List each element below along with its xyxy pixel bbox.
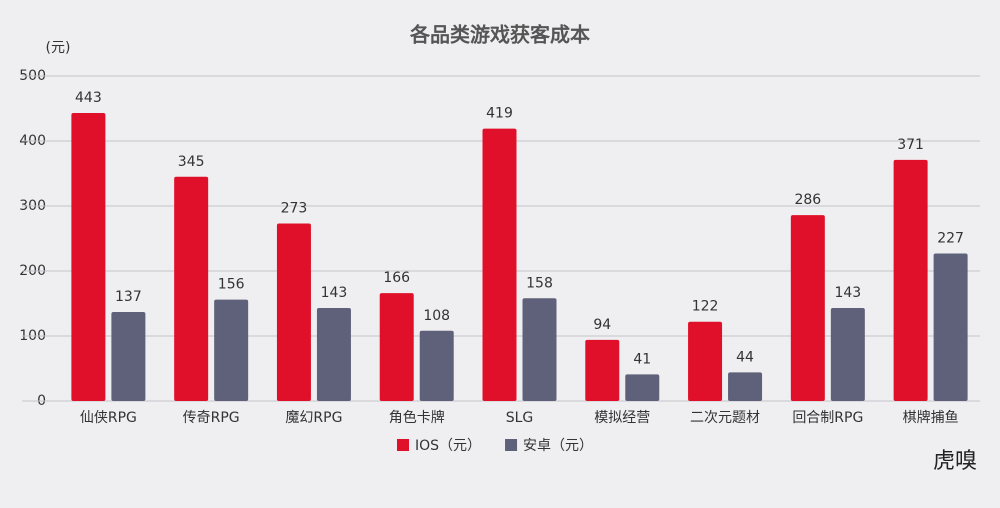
bar: [316, 308, 351, 401]
bar: [71, 113, 106, 402]
data-label: 166: [383, 270, 410, 286]
y-unit-label: (元): [46, 40, 71, 56]
bar: [522, 298, 557, 401]
data-label: 371: [897, 137, 924, 153]
data-label: 44: [736, 349, 754, 365]
x-tick-label: 传奇RPG: [183, 409, 240, 426]
data-label: 345: [178, 154, 205, 170]
data-label: 122: [692, 299, 719, 315]
bar: [419, 330, 454, 401]
chart-title: 各品类游戏获客成本: [409, 23, 590, 47]
bar: [214, 299, 249, 401]
data-label: 143: [834, 285, 861, 301]
x-tick-label: SLG: [506, 410, 534, 426]
data-label: 94: [593, 317, 611, 333]
bar: [830, 308, 865, 401]
data-label: 227: [937, 230, 964, 246]
bar: [933, 253, 968, 401]
legend-swatch: [505, 439, 518, 451]
watermark: 虎嗅: [933, 449, 977, 474]
bar: [379, 293, 414, 401]
x-tick-label: 模拟经营: [594, 410, 650, 426]
data-label: 108: [423, 308, 450, 324]
data-label: 137: [115, 289, 142, 305]
x-tick-label: 仙侠RPG: [80, 410, 137, 426]
legend-label: 安卓（元）: [523, 438, 593, 454]
x-tick-label: 角色卡牌: [389, 409, 445, 426]
bar: [585, 339, 620, 401]
x-tick-label: 回合制RPG: [792, 410, 863, 426]
data-label: 158: [526, 275, 553, 291]
legend-label: IOS（元）: [415, 438, 481, 454]
bar: [276, 223, 311, 401]
data-label: 443: [75, 90, 102, 106]
x-tick-label: 魔幻RPG: [285, 410, 342, 426]
legend-swatch: [397, 439, 409, 451]
x-tick-label: 棋牌捕鱼: [903, 409, 959, 426]
bar: [728, 372, 763, 401]
bar: [893, 159, 928, 401]
data-label: 419: [486, 106, 513, 122]
x-tick-label: 二次元题材: [690, 410, 760, 426]
bar: [174, 176, 209, 401]
data-label: 273: [281, 201, 308, 217]
bar: [790, 215, 825, 401]
bar: [625, 374, 660, 401]
bar: [482, 128, 517, 401]
bar: [688, 321, 723, 401]
data-label: 143: [321, 285, 348, 301]
bar: [111, 311, 146, 401]
data-label: 286: [794, 192, 821, 208]
data-label: 156: [218, 277, 245, 293]
data-label: 41: [633, 351, 651, 367]
